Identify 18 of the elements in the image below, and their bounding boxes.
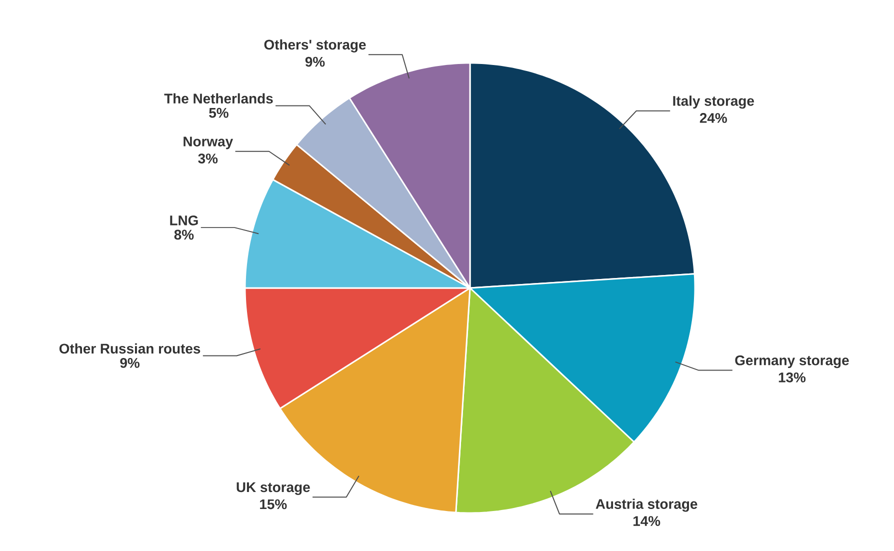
slice-label: The Netherlands <box>164 93 273 104</box>
data-label: 13% <box>778 372 806 382</box>
data-label: 3% <box>198 154 218 164</box>
data-label: 15% <box>260 499 287 510</box>
slice-label: Germany storage <box>735 355 849 368</box>
data-label: 8% <box>174 230 194 240</box>
slice-label: Others' storage <box>264 39 366 52</box>
slice-label: Other Russian routes <box>59 343 200 354</box>
data-label: 14% <box>633 516 660 526</box>
data-label: 9% <box>305 56 325 67</box>
data-label: 9% <box>120 358 140 368</box>
data-label: 24% <box>700 113 727 123</box>
slice-label: Austria storage <box>596 498 698 512</box>
data-label: 5% <box>209 108 228 118</box>
slice-label: LNG <box>170 215 198 226</box>
slice-label: UK storage <box>236 482 310 495</box>
slice-label: Norway <box>184 136 234 150</box>
slice-label: Italy storage <box>673 96 754 109</box>
